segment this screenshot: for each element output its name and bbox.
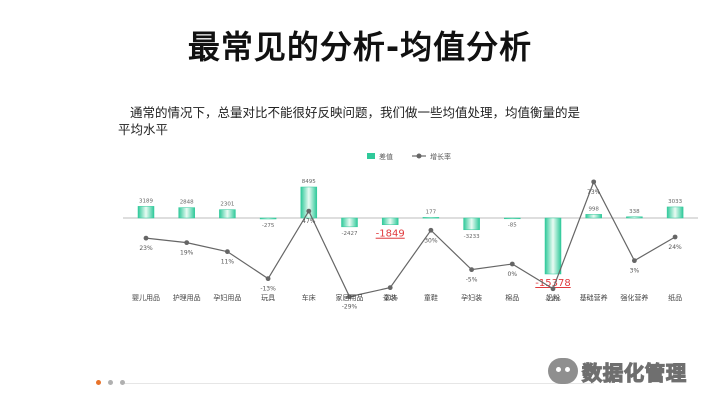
line-value-label: 3% — [630, 268, 640, 275]
category-label: 童装 — [383, 293, 397, 302]
category-label: 孕妇用品 — [213, 293, 241, 302]
chat-logo-icon — [548, 358, 578, 384]
line-point — [265, 276, 271, 282]
line-value-label: 19% — [180, 250, 194, 257]
line-point — [591, 179, 597, 185]
line-value-label: -29% — [342, 304, 358, 311]
bar-value-label: -275 — [262, 223, 275, 229]
bar-value-label: -85 — [508, 222, 517, 228]
line-value-label: 30% — [424, 237, 438, 244]
legend-item-line: 增长率 — [430, 152, 451, 161]
bar — [544, 217, 562, 275]
line-value-label: -22% — [545, 296, 561, 303]
line-point — [428, 227, 434, 233]
bar-value-label: 338 — [629, 209, 640, 215]
line-value-labels: 23% 19% 11% -13% 47% -29% -21% 30% -5% 0% -22% 73% 3… — [139, 189, 682, 311]
bar — [137, 206, 155, 219]
line-value-label: 23% — [139, 245, 153, 252]
bar — [381, 217, 399, 225]
line-value-label: 73% — [587, 189, 601, 196]
line-value-label: -5% — [466, 277, 478, 284]
category-label: 童鞋 — [424, 293, 438, 302]
bar — [463, 217, 480, 231]
line-point — [632, 258, 637, 264]
category-label: 孕妇装 — [461, 293, 482, 302]
line-point — [184, 240, 190, 246]
bar-value-label: -1849 — [376, 229, 405, 240]
growth-line — [145, 180, 676, 298]
watermark: 数据化管理 — [548, 354, 687, 388]
footer-dot-accent — [96, 380, 101, 385]
bar-value-label: 2301 — [220, 202, 234, 208]
bar-value-label: -3233 — [464, 234, 480, 240]
bar — [504, 217, 521, 220]
line-point — [509, 261, 515, 267]
line-point — [347, 294, 352, 300]
line-value-label: 24% — [668, 244, 682, 251]
bar — [219, 209, 236, 219]
slide-title: 最常见的分析-均值分析 — [187, 28, 533, 66]
bar-value-label: 2848 — [180, 200, 194, 206]
line-point — [143, 235, 149, 241]
legend-line-marker — [416, 153, 422, 159]
line-value-label: 0% — [508, 271, 518, 278]
bar-series — [137, 186, 684, 275]
bar — [585, 214, 602, 219]
line-point — [469, 267, 474, 273]
category-label: 玩具 — [261, 294, 275, 302]
line-point — [225, 249, 230, 255]
legend-bar-swatch — [367, 153, 375, 159]
bar-value-label: 3033 — [668, 199, 682, 205]
bar-value-labels: 3189 2848 2301 -275 8495 -2427 -1849 177 -3233 -8… — [139, 179, 683, 289]
category-label: 棉品 — [505, 293, 519, 302]
legend-item-bar: 差值 — [379, 152, 393, 161]
category-label: 奶粉 — [546, 293, 560, 302]
footer-dots — [96, 380, 132, 388]
line-value-label: 47% — [302, 218, 316, 225]
line-value-label: -21% — [382, 295, 398, 302]
bar — [422, 217, 440, 219]
bar — [178, 207, 195, 219]
footer-divider — [124, 383, 594, 384]
line-point — [306, 208, 312, 214]
footer-dot — [120, 380, 125, 385]
category-label: 车床 — [302, 293, 316, 302]
chart-legend: 差值 增长率 — [367, 152, 451, 161]
category-label: 纸品 — [668, 293, 682, 302]
bar-value-label: 998 — [588, 206, 599, 212]
watermark-text: 数据化管理 — [581, 360, 687, 385]
intro-text: 通常的情况下，总量对比不能很好反映问题，我们做一些均值处理，均值衡量的是平均水平 — [118, 105, 581, 137]
line-point — [387, 285, 393, 291]
line-value-label: 11% — [221, 259, 235, 266]
line-point — [672, 234, 678, 240]
footer-dot — [108, 380, 113, 385]
bar-value-label: 177 — [426, 209, 437, 215]
line-series — [143, 179, 678, 300]
bar — [666, 206, 684, 219]
category-label: 护理用品 — [173, 293, 201, 302]
bar — [300, 186, 318, 219]
bar-value-label: -2427 — [342, 231, 358, 237]
category-axis-labels: 婴儿用品 护理用品 孕妇用品 玩具 车床 家居用品 童装 童鞋 孕妇装 棉品 奶粉 基础营养 强化营养 纸… — [132, 293, 682, 302]
category-label: 基础营养 — [580, 293, 608, 302]
category-label: 强化营养 — [620, 293, 648, 302]
bar-value-label: -15378 — [535, 278, 570, 289]
bar-value-label: 8495 — [302, 179, 316, 185]
line-value-label: -13% — [260, 286, 276, 293]
bar-value-label: 3189 — [139, 198, 153, 204]
category-label: 婴儿用品 — [132, 294, 160, 302]
line-point — [550, 286, 556, 292]
category-label: 家居用品 — [336, 293, 364, 302]
bar — [259, 217, 277, 220]
bar — [626, 216, 643, 219]
bar — [341, 217, 358, 228]
